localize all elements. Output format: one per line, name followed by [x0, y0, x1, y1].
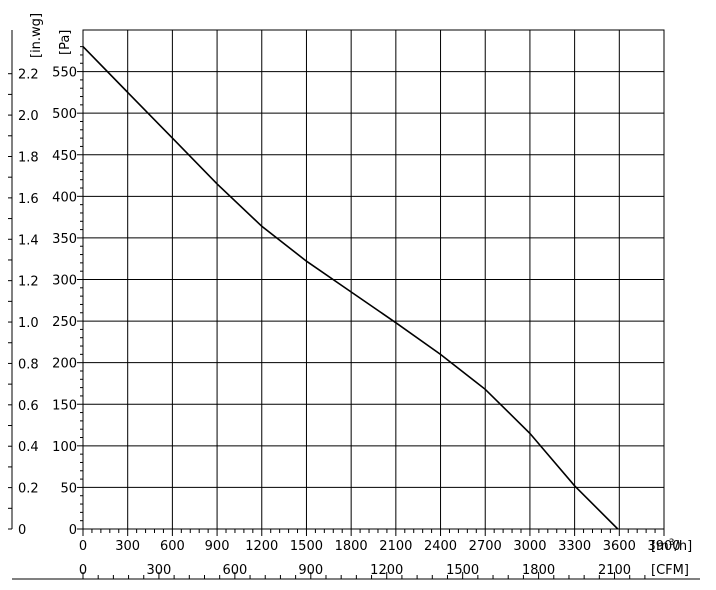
pa-tick-label: 200 [52, 357, 77, 372]
fan-curve-line [82, 46, 619, 530]
pa-tick-label: 300 [52, 274, 77, 289]
cfm-tick-label: 300 [147, 563, 172, 578]
inwg-tick-label: 1.0 [18, 316, 39, 331]
inwg-tick-label: 0.4 [18, 440, 39, 455]
inwg-tick-label: 0.2 [18, 482, 39, 497]
pa-tick-label: 400 [52, 190, 77, 205]
pa-tick-label: 50 [60, 481, 77, 496]
cfm-tick-label: 600 [222, 563, 247, 578]
pa-tick-label: 150 [52, 398, 77, 413]
inwg-tick-label: 2.2 [18, 68, 39, 83]
y-axis-label-inwg: [in.wg] [29, 13, 44, 58]
curve-layer [82, 46, 619, 530]
inwg-tick-label: 2.0 [18, 109, 39, 124]
inwg-tick-label: 0 [18, 523, 26, 538]
m3h-tick-label: 0 [79, 539, 87, 554]
pa-tick-label: 550 [52, 66, 77, 81]
inwg-tick-label: 1.2 [18, 275, 39, 290]
m3h-tick-label: 2700 [469, 539, 502, 554]
m3h-tick-label: 600 [160, 539, 185, 554]
pa-tick-label: 100 [52, 440, 77, 455]
m3h-tick-label: 3000 [513, 539, 546, 554]
tick-labels: 0 50 100 150 200 250 300 350 400 450 500 550 0 0.2 0.4… [18, 66, 681, 578]
m3h-tick-label: 1200 [245, 539, 278, 554]
grid-lines [82, 29, 665, 530]
m3h-tick-label: 2100 [379, 539, 412, 554]
m3h-tick-label: 3300 [558, 539, 591, 554]
m3h-tick-label: 3600 [603, 539, 636, 554]
inwg-tick-label: 0.8 [18, 357, 39, 372]
cfm-tick-label: 2100 [598, 563, 631, 578]
m3h-tick-label: 1800 [335, 539, 368, 554]
x-axis-unit-cfm: [CFM] [651, 563, 689, 578]
m3h-tick-label: 2400 [424, 539, 457, 554]
cfm-tick-label: 1500 [446, 563, 479, 578]
pa-tick-label: 250 [52, 315, 77, 330]
m3h-tick-label: 1500 [290, 539, 323, 554]
cfm-tick-label: 1800 [522, 563, 555, 578]
m3h-tick-label: 300 [115, 539, 140, 554]
cfm-tick-label: 1200 [370, 563, 403, 578]
pa-tick-label: 0 [69, 523, 77, 538]
pa-tick-label: 450 [52, 149, 77, 164]
m3h-tick-label: 900 [205, 539, 230, 554]
inwg-tick-label: 0.6 [18, 399, 39, 414]
y-axis-label-pa: [Pa] [58, 30, 73, 55]
inwg-tick-label: 1.6 [18, 192, 39, 207]
pa-tick-label: 350 [52, 232, 77, 247]
pa-tick-label: 500 [52, 107, 77, 122]
axes [8, 30, 700, 580]
m3h-tick-label: 3900 [647, 539, 680, 554]
cfm-tick-label: 0 [79, 563, 87, 578]
cfm-tick-label: 900 [298, 563, 323, 578]
inwg-tick-label: 1.4 [18, 233, 39, 248]
inwg-tick-label: 1.8 [18, 150, 39, 165]
x-axis-unit-m3h: [m3/h] [651, 538, 692, 554]
